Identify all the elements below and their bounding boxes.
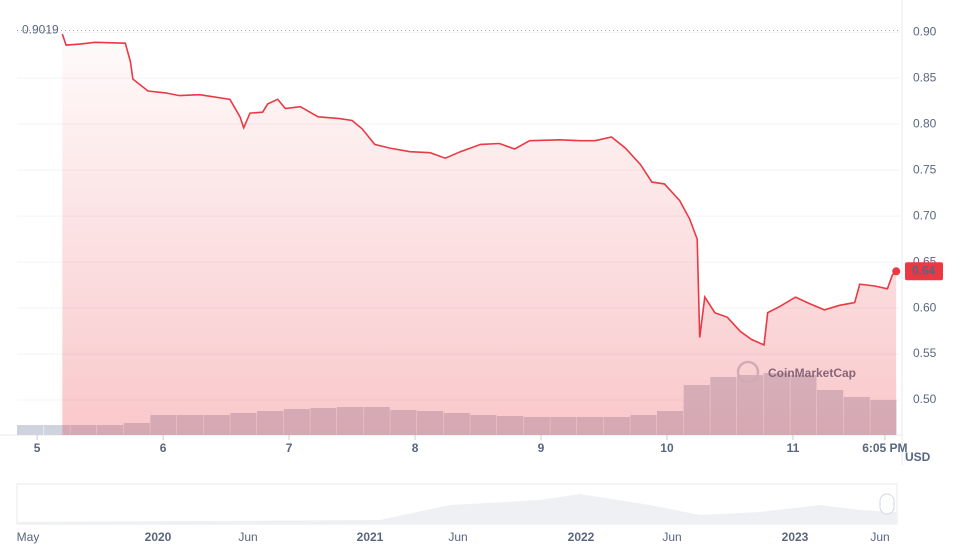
x-tick-label: 11 xyxy=(787,441,800,455)
x-tick-label: 6 xyxy=(160,441,167,455)
y-tick-label: 0.55 xyxy=(913,346,937,360)
price-area xyxy=(62,34,897,435)
x-tick-label: 5 xyxy=(34,441,41,455)
navigator-area xyxy=(17,494,897,524)
x-tick-label: 7 xyxy=(286,441,293,455)
x-tick-label: 8 xyxy=(412,441,419,455)
last-point xyxy=(892,267,901,276)
y-tick-label: 0.85 xyxy=(913,70,937,84)
navigator-label: 2021 xyxy=(357,530,384,544)
price-badge-label: 0.64 xyxy=(912,263,936,277)
navigator-label: Jun xyxy=(870,530,889,544)
volume-bar xyxy=(17,425,44,435)
price-line xyxy=(61,33,897,347)
x-tick-label: 10 xyxy=(660,441,674,455)
y-tick-label: 0.50 xyxy=(913,392,937,406)
navigator-handle[interactable] xyxy=(879,493,895,515)
y-tick-label: 0.75 xyxy=(913,162,937,176)
price-badge xyxy=(905,262,943,281)
navigator-label: 2020 xyxy=(145,530,172,544)
navigator-label: 2022 xyxy=(568,530,595,544)
y-tick-label: 0.60 xyxy=(913,300,937,314)
navigator-label: Jun xyxy=(448,530,467,544)
y-tick-label: 0.70 xyxy=(913,208,937,222)
max-label: 0.9019 xyxy=(22,23,59,37)
y-tick-label: 0.90 xyxy=(913,24,937,38)
navigator-label: Jun xyxy=(662,530,681,544)
navigator-label: 2023 xyxy=(782,530,809,544)
x-tick-label: 9 xyxy=(538,441,545,455)
x-tick-label: 6:05 PM xyxy=(862,441,907,455)
navigator-label: Jun xyxy=(238,530,257,544)
volume-bar xyxy=(43,425,70,435)
navigator-label: May xyxy=(17,530,40,544)
y-tick-label: 0.80 xyxy=(913,116,937,130)
y-unit: USD xyxy=(905,450,931,464)
